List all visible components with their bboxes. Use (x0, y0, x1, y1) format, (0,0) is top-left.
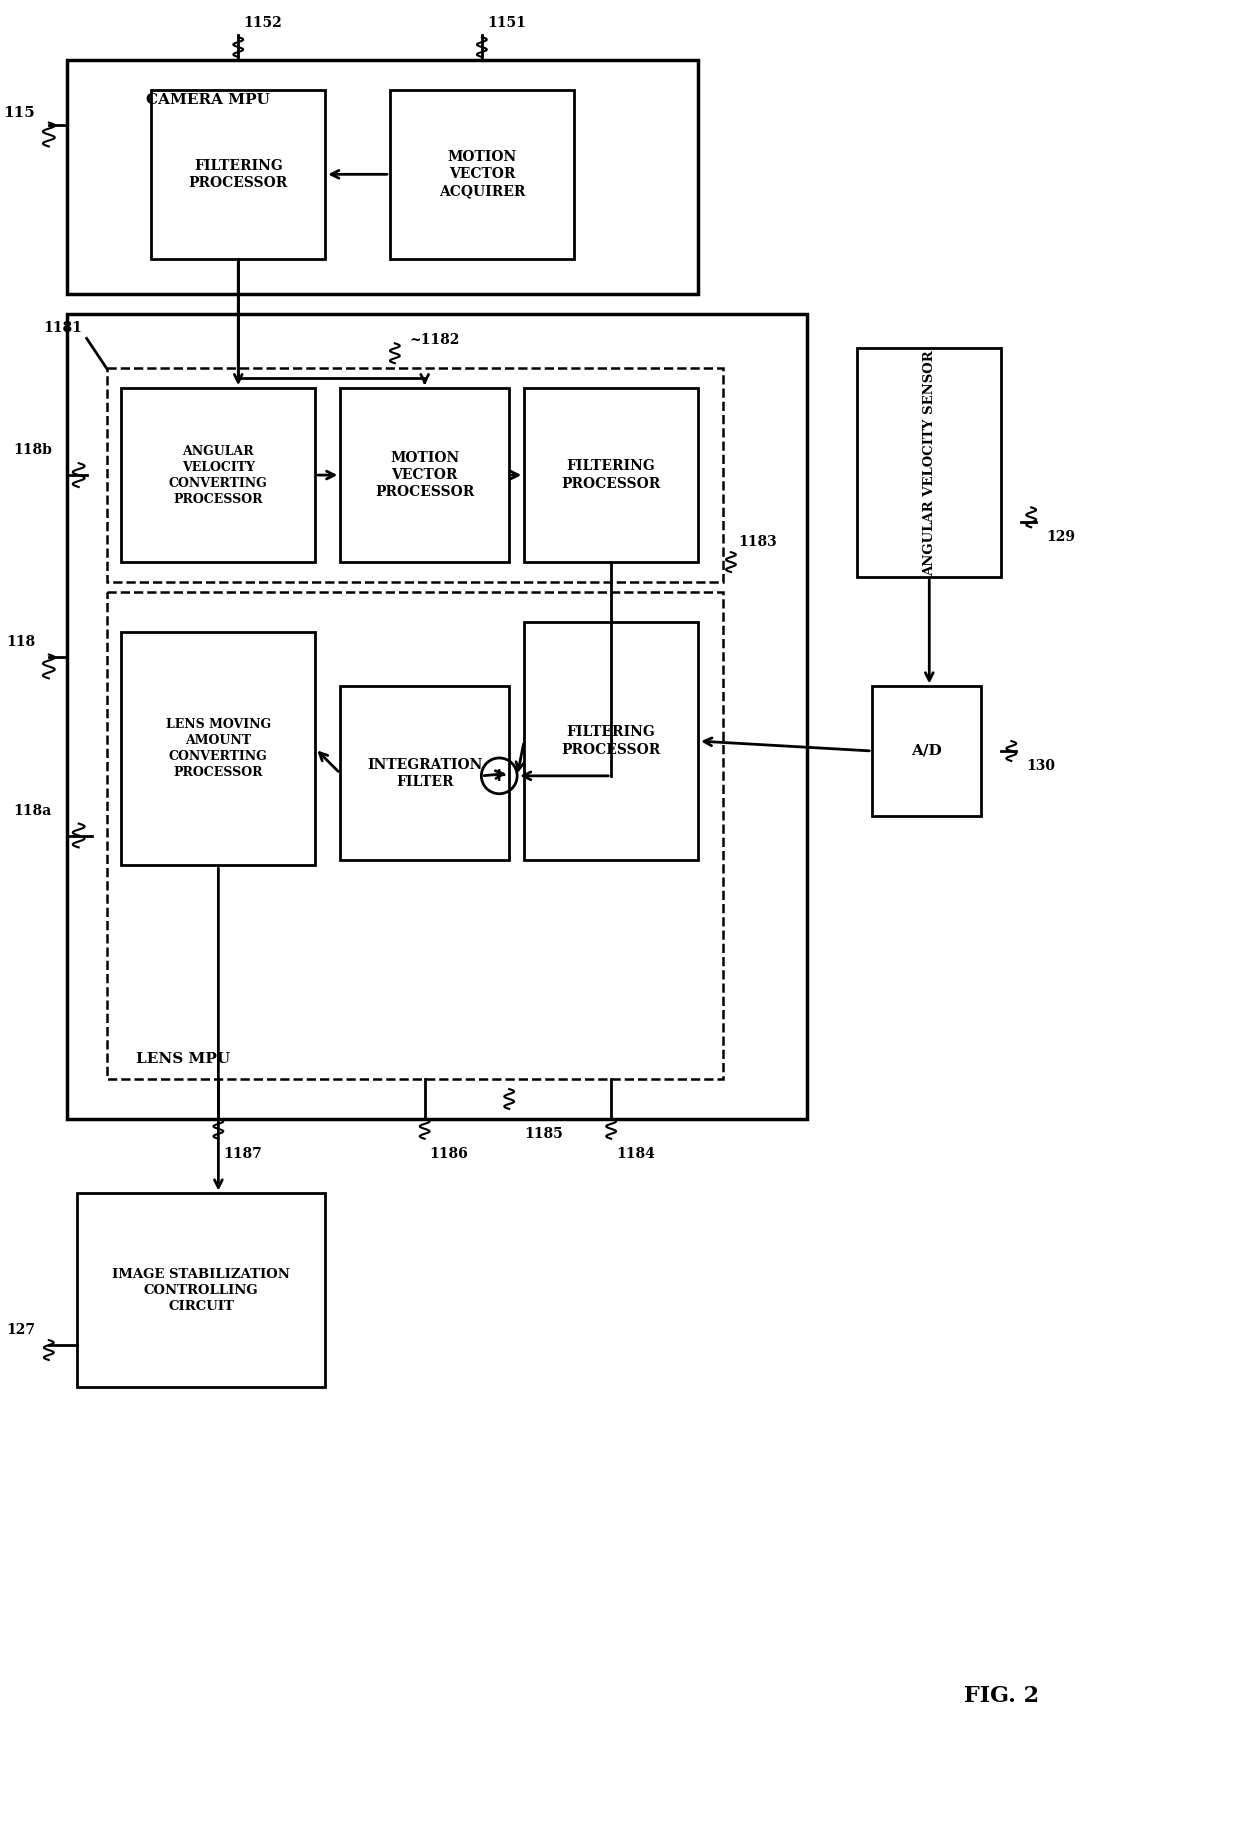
FancyBboxPatch shape (122, 632, 315, 866)
FancyBboxPatch shape (107, 368, 723, 582)
Text: FILTERING
PROCESSOR: FILTERING PROCESSOR (188, 159, 288, 190)
Text: ANGULAR VELOCITY SENSOR: ANGULAR VELOCITY SENSOR (923, 349, 936, 576)
Text: 1185: 1185 (525, 1127, 563, 1141)
Text: +: + (491, 767, 507, 785)
Text: 1151: 1151 (487, 17, 526, 30)
Text: 1184: 1184 (616, 1147, 655, 1160)
Text: A/D: A/D (911, 744, 942, 757)
Text: MOTION
VECTOR
ACQUIRER: MOTION VECTOR ACQUIRER (439, 150, 525, 199)
Text: 127: 127 (6, 1322, 35, 1337)
FancyBboxPatch shape (872, 687, 982, 816)
FancyBboxPatch shape (857, 349, 1002, 576)
Text: 115: 115 (4, 105, 35, 120)
FancyBboxPatch shape (525, 622, 698, 861)
FancyBboxPatch shape (525, 388, 698, 561)
FancyBboxPatch shape (340, 388, 510, 561)
Text: 118b: 118b (12, 443, 52, 458)
Text: ~1182: ~1182 (409, 332, 460, 347)
Text: 1187: 1187 (223, 1147, 262, 1160)
FancyBboxPatch shape (340, 687, 510, 861)
Text: CAMERA MPU: CAMERA MPU (146, 92, 270, 107)
Text: 129: 129 (1047, 530, 1075, 545)
Text: MOTION
VECTOR
PROCESSOR: MOTION VECTOR PROCESSOR (374, 451, 475, 499)
FancyBboxPatch shape (67, 314, 807, 1119)
Text: FILTERING
PROCESSOR: FILTERING PROCESSOR (562, 726, 661, 757)
Text: 1152: 1152 (243, 17, 281, 30)
Text: IMAGE STABILIZATION
CONTROLLING
CIRCUIT: IMAGE STABILIZATION CONTROLLING CIRCUIT (112, 1267, 290, 1313)
Text: 1181: 1181 (43, 321, 82, 336)
Text: 1186: 1186 (429, 1147, 469, 1160)
Text: LENS MOVING
AMOUNT
CONVERTING
PROCESSOR: LENS MOVING AMOUNT CONVERTING PROCESSOR (166, 718, 270, 779)
Text: INTEGRATION
FILTER: INTEGRATION FILTER (367, 757, 482, 789)
FancyBboxPatch shape (107, 591, 723, 1079)
FancyBboxPatch shape (77, 1193, 325, 1387)
Text: 118a: 118a (14, 803, 52, 818)
Text: 130: 130 (1027, 759, 1055, 772)
Text: 1183: 1183 (738, 536, 776, 549)
FancyBboxPatch shape (67, 59, 698, 294)
FancyBboxPatch shape (151, 91, 325, 259)
FancyBboxPatch shape (122, 388, 315, 561)
Text: LENS MPU: LENS MPU (136, 1053, 231, 1066)
Text: FIG. 2: FIG. 2 (963, 1684, 1039, 1707)
FancyBboxPatch shape (389, 91, 574, 259)
Text: FILTERING
PROCESSOR: FILTERING PROCESSOR (562, 460, 661, 491)
Text: 118: 118 (6, 635, 35, 648)
Text: ANGULAR
VELOCITY
CONVERTING
PROCESSOR: ANGULAR VELOCITY CONVERTING PROCESSOR (169, 445, 268, 506)
